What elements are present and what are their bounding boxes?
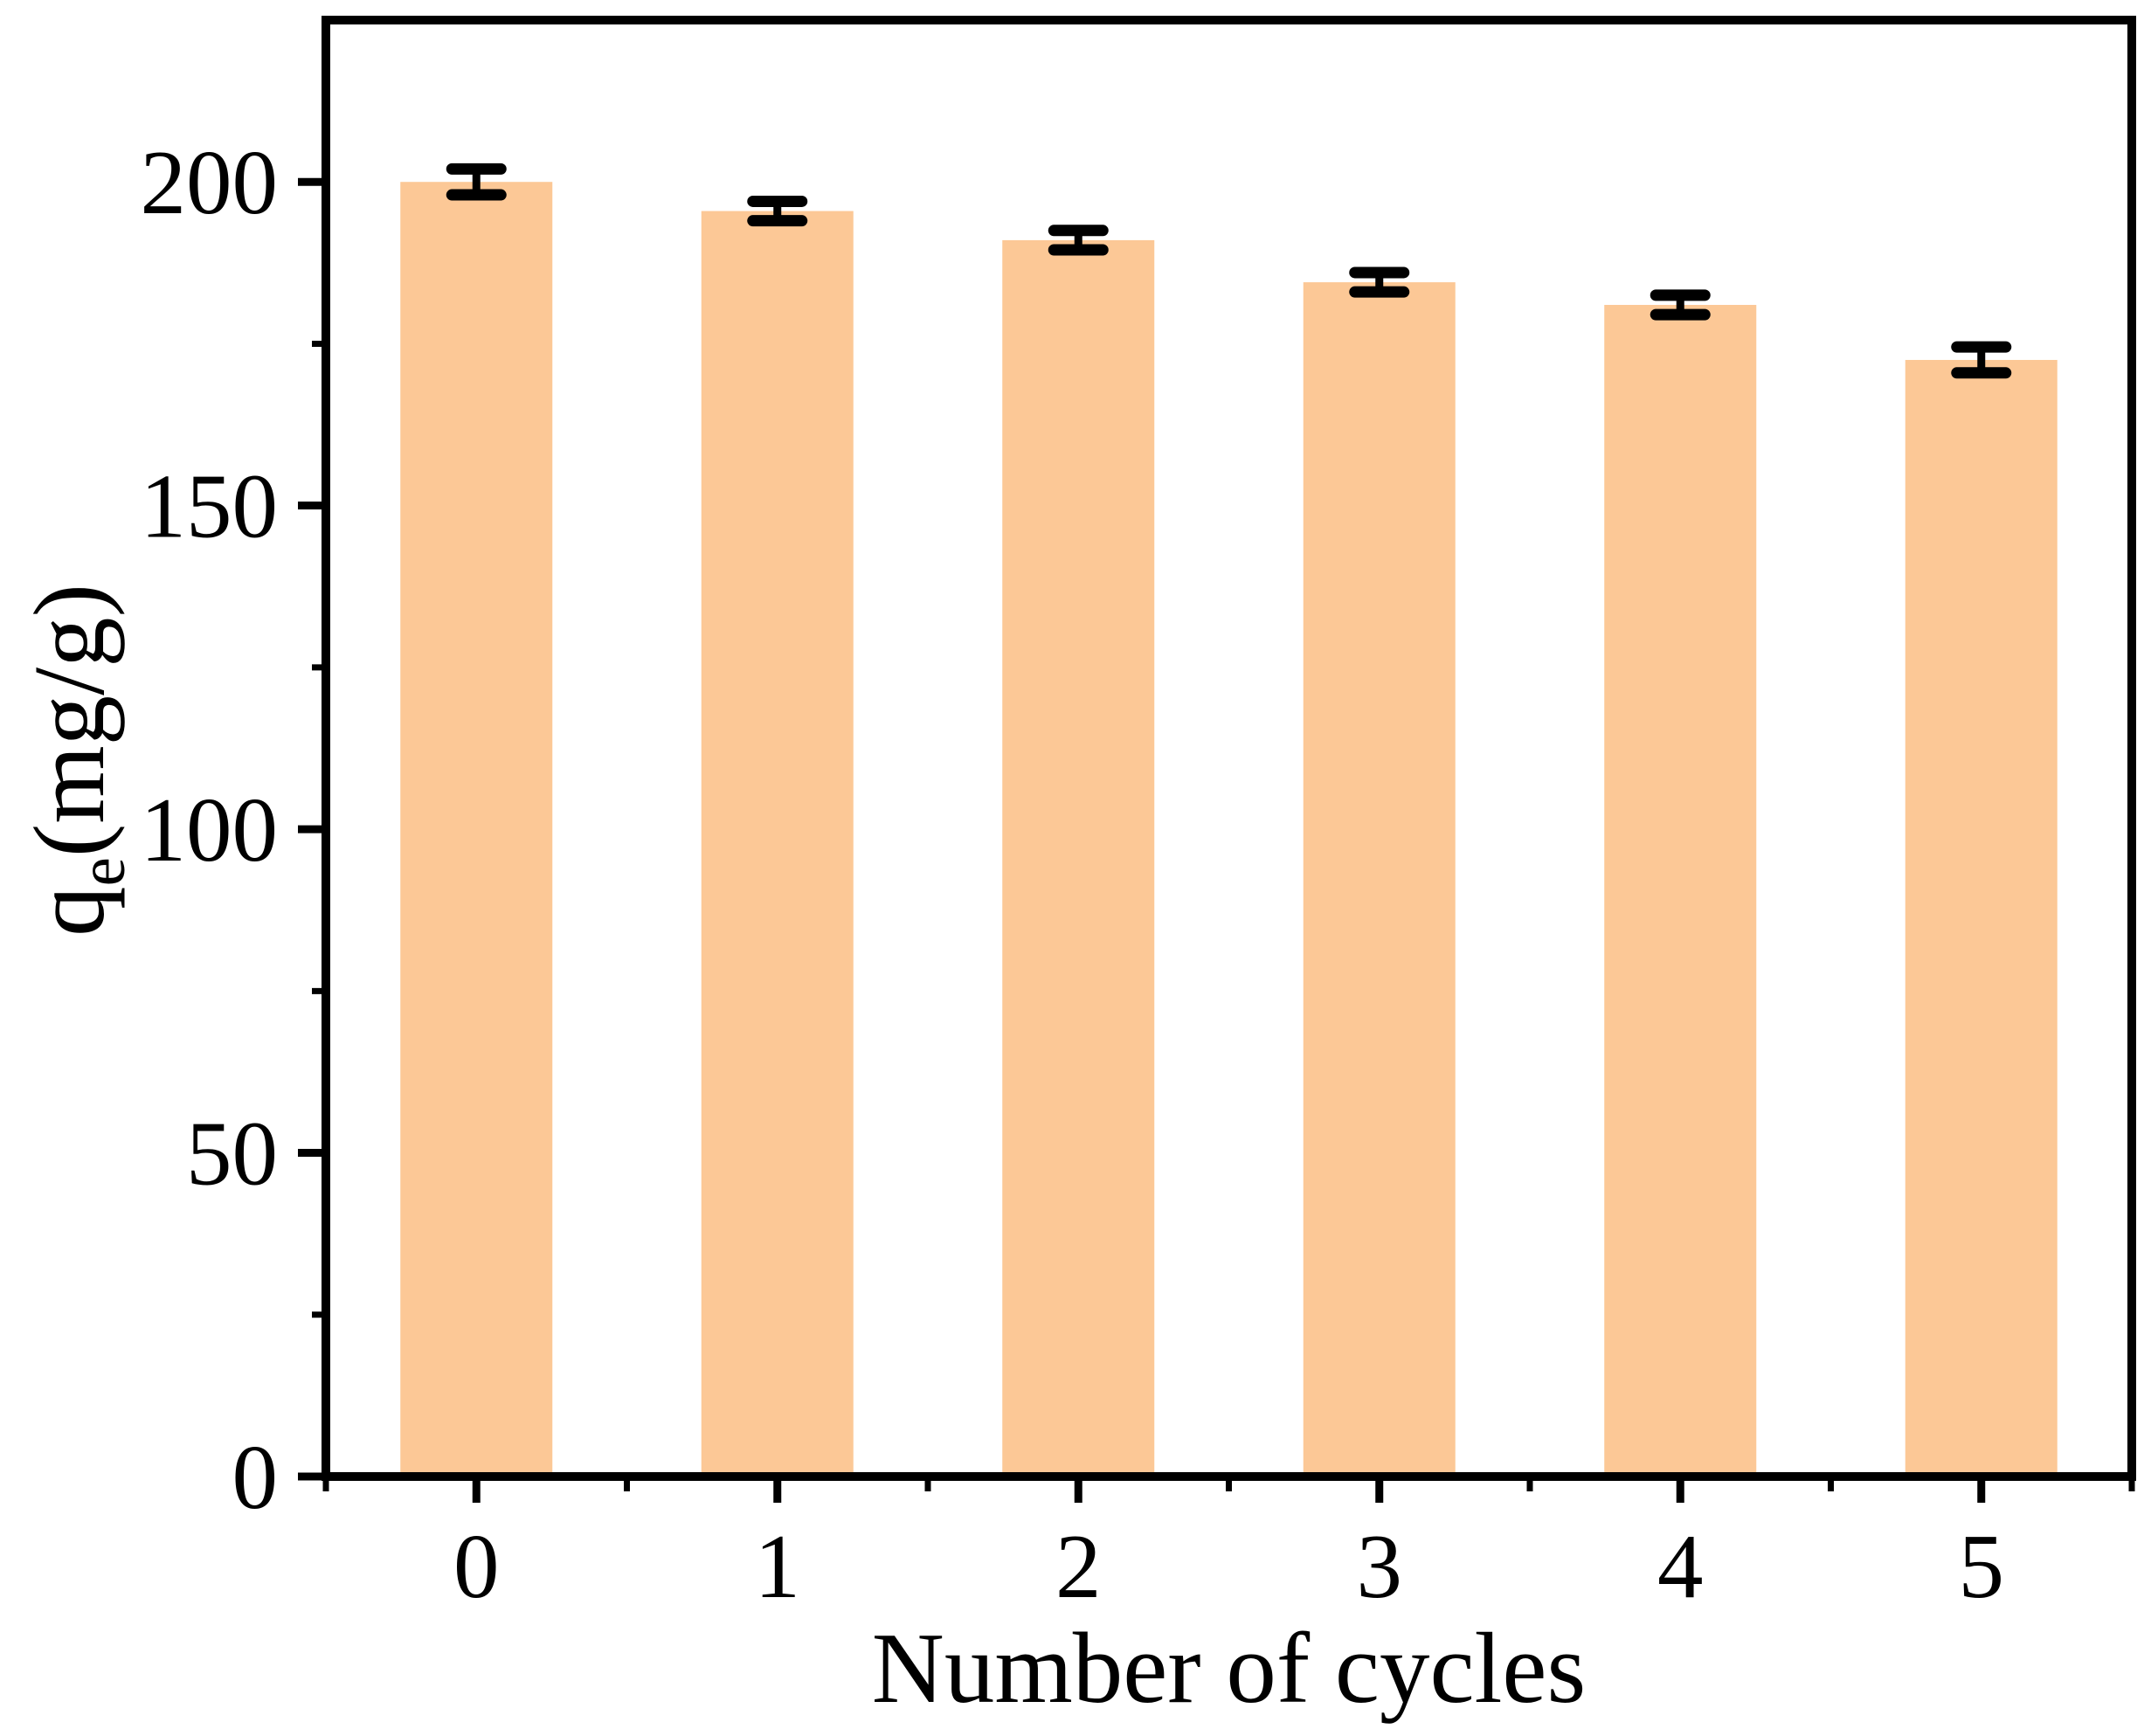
y-title-base: q <box>14 886 125 937</box>
bar-cycle-0 <box>400 182 553 1477</box>
y-tick-label-50: 50 <box>186 1103 278 1205</box>
y-tick-label-100: 100 <box>141 778 279 881</box>
error-bar-cycle-4 <box>1650 289 1711 321</box>
error-bars <box>446 163 2012 379</box>
x-axis-title: Number of cycles <box>872 1613 1586 1724</box>
bar-cycle-1 <box>701 211 854 1477</box>
bar-cycle-4 <box>1604 304 1757 1477</box>
error-bar-cycle-3 <box>1349 266 1410 298</box>
error-bar-cycle-1 <box>747 195 808 227</box>
tick-labels: 0 50 100 150 200 0 1 2 3 4 5 <box>141 131 2005 1617</box>
y-axis-title: qe(mg/g) <box>14 584 139 937</box>
error-bar-cycle-5 <box>1951 341 2012 379</box>
y-title-unit: (mg/g) <box>14 584 125 857</box>
x-tick-label-4: 4 <box>1657 1515 1704 1617</box>
axis-ticks <box>298 177 2135 1503</box>
plot-frame <box>322 16 2136 1481</box>
y-tick-label-200: 200 <box>141 131 279 233</box>
y-tick-label-0: 0 <box>232 1426 279 1528</box>
x-tick-label-1: 1 <box>755 1515 801 1617</box>
x-tick-label-2: 2 <box>1055 1515 1102 1617</box>
y-tick-label-150: 150 <box>141 455 279 557</box>
y-title-subscript: e <box>66 857 139 886</box>
bar-cycle-2 <box>1002 239 1155 1477</box>
bars <box>400 182 2058 1477</box>
bar-cycle-5 <box>1905 359 2058 1477</box>
error-bar-cycle-2 <box>1048 225 1109 256</box>
bar-cycle-3 <box>1303 282 1456 1477</box>
x-tick-label-0: 0 <box>453 1515 500 1617</box>
error-bar-cycle-0 <box>446 163 507 201</box>
x-tick-label-5: 5 <box>1959 1515 2005 1617</box>
x-tick-label-3: 3 <box>1357 1515 1403 1617</box>
